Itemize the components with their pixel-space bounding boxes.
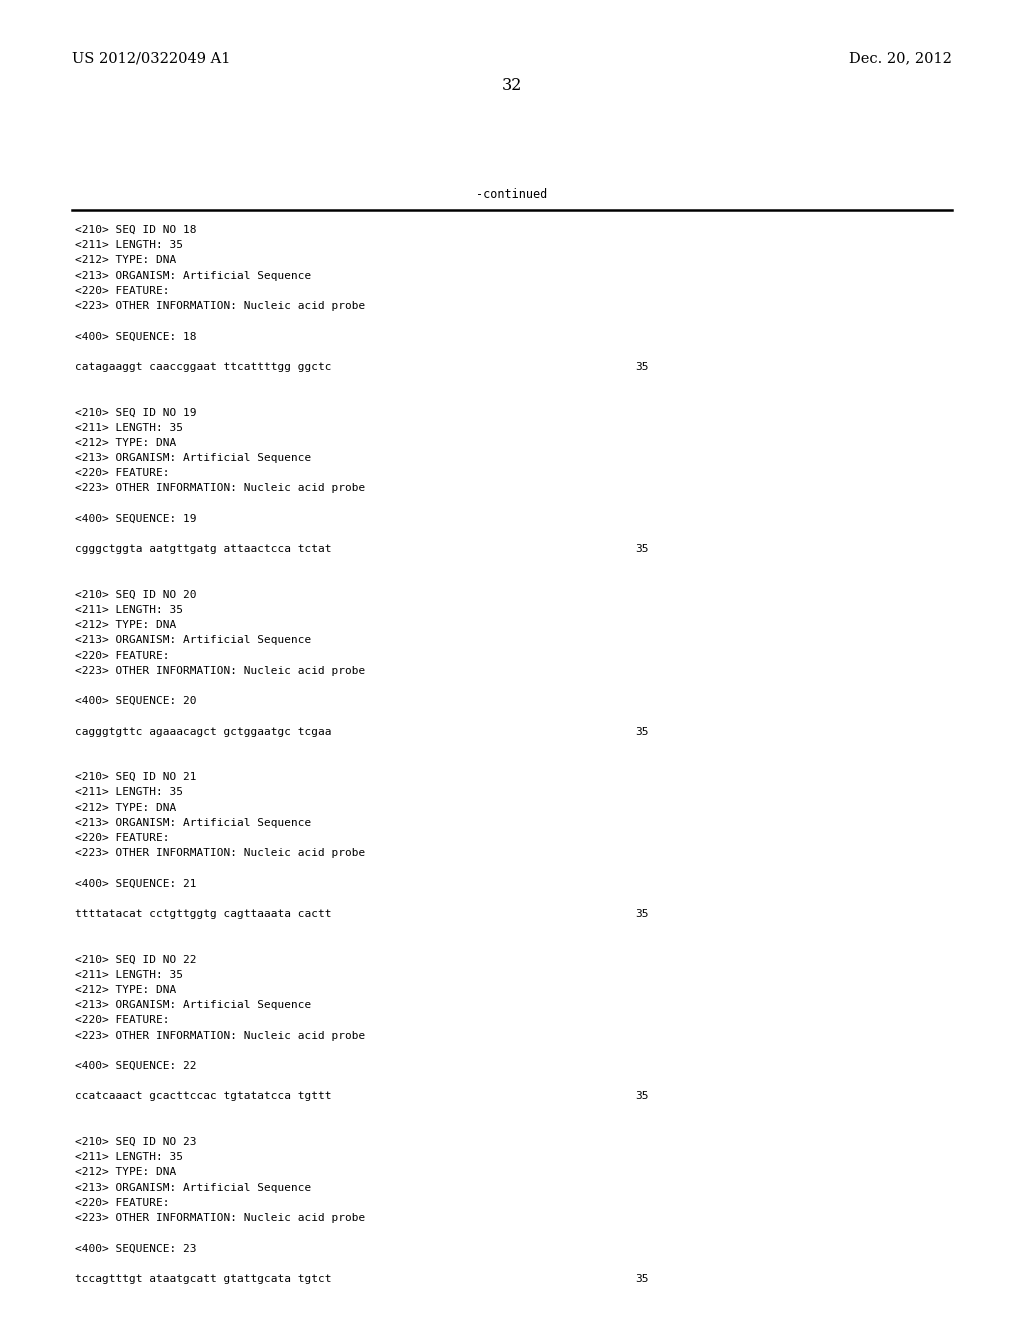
Text: <210> SEQ ID NO 21: <210> SEQ ID NO 21: [75, 772, 197, 783]
Text: <400> SEQUENCE: 20: <400> SEQUENCE: 20: [75, 696, 197, 706]
Text: <211> LENGTH: 35: <211> LENGTH: 35: [75, 1152, 183, 1162]
Text: 35: 35: [635, 544, 648, 554]
Text: <213> ORGANISM: Artificial Sequence: <213> ORGANISM: Artificial Sequence: [75, 453, 311, 463]
Text: <400> SEQUENCE: 22: <400> SEQUENCE: 22: [75, 1061, 197, 1071]
Text: <212> TYPE: DNA: <212> TYPE: DNA: [75, 620, 176, 630]
Text: catagaaggt caaccggaat ttcattttgg ggctc: catagaaggt caaccggaat ttcattttgg ggctc: [75, 362, 332, 372]
Text: 32: 32: [502, 77, 522, 94]
Text: <213> ORGANISM: Artificial Sequence: <213> ORGANISM: Artificial Sequence: [75, 271, 311, 281]
Text: Dec. 20, 2012: Dec. 20, 2012: [849, 51, 952, 65]
Text: <223> OTHER INFORMATION: Nucleic acid probe: <223> OTHER INFORMATION: Nucleic acid pr…: [75, 301, 366, 312]
Text: <211> LENGTH: 35: <211> LENGTH: 35: [75, 605, 183, 615]
Text: ttttatacat cctgttggtg cagttaaata cactt: ttttatacat cctgttggtg cagttaaata cactt: [75, 909, 332, 919]
Text: <223> OTHER INFORMATION: Nucleic acid probe: <223> OTHER INFORMATION: Nucleic acid pr…: [75, 849, 366, 858]
Text: <220> FEATURE:: <220> FEATURE:: [75, 469, 170, 478]
Text: <400> SEQUENCE: 21: <400> SEQUENCE: 21: [75, 879, 197, 888]
Text: <213> ORGANISM: Artificial Sequence: <213> ORGANISM: Artificial Sequence: [75, 635, 311, 645]
Text: 35: 35: [635, 909, 648, 919]
Text: <212> TYPE: DNA: <212> TYPE: DNA: [75, 438, 176, 447]
Text: <213> ORGANISM: Artificial Sequence: <213> ORGANISM: Artificial Sequence: [75, 1183, 311, 1192]
Text: <220> FEATURE:: <220> FEATURE:: [75, 651, 170, 660]
Text: cgggctggta aatgttgatg attaactcca tctat: cgggctggta aatgttgatg attaactcca tctat: [75, 544, 332, 554]
Text: <211> LENGTH: 35: <211> LENGTH: 35: [75, 970, 183, 979]
Text: <223> OTHER INFORMATION: Nucleic acid probe: <223> OTHER INFORMATION: Nucleic acid pr…: [75, 1031, 366, 1040]
Text: <223> OTHER INFORMATION: Nucleic acid probe: <223> OTHER INFORMATION: Nucleic acid pr…: [75, 483, 366, 494]
Text: <210> SEQ ID NO 22: <210> SEQ ID NO 22: [75, 954, 197, 965]
Text: <210> SEQ ID NO 19: <210> SEQ ID NO 19: [75, 408, 197, 417]
Text: <211> LENGTH: 35: <211> LENGTH: 35: [75, 422, 183, 433]
Text: tccagtttgt ataatgcatt gtattgcata tgtct: tccagtttgt ataatgcatt gtattgcata tgtct: [75, 1274, 332, 1284]
Text: 35: 35: [635, 362, 648, 372]
Text: <212> TYPE: DNA: <212> TYPE: DNA: [75, 255, 176, 265]
Text: -continued: -continued: [476, 189, 548, 202]
Text: <212> TYPE: DNA: <212> TYPE: DNA: [75, 985, 176, 995]
Text: <400> SEQUENCE: 19: <400> SEQUENCE: 19: [75, 513, 197, 524]
Text: <223> OTHER INFORMATION: Nucleic acid probe: <223> OTHER INFORMATION: Nucleic acid pr…: [75, 665, 366, 676]
Text: <212> TYPE: DNA: <212> TYPE: DNA: [75, 803, 176, 813]
Text: <400> SEQUENCE: 18: <400> SEQUENCE: 18: [75, 331, 197, 342]
Text: <220> FEATURE:: <220> FEATURE:: [75, 1197, 170, 1208]
Text: <220> FEATURE:: <220> FEATURE:: [75, 286, 170, 296]
Text: ccatcaaact gcacttccac tgtatatcca tgttt: ccatcaaact gcacttccac tgtatatcca tgttt: [75, 1092, 332, 1101]
Text: <210> SEQ ID NO 18: <210> SEQ ID NO 18: [75, 224, 197, 235]
Text: <213> ORGANISM: Artificial Sequence: <213> ORGANISM: Artificial Sequence: [75, 818, 311, 828]
Text: <213> ORGANISM: Artificial Sequence: <213> ORGANISM: Artificial Sequence: [75, 1001, 311, 1010]
Text: <220> FEATURE:: <220> FEATURE:: [75, 833, 170, 843]
Text: <211> LENGTH: 35: <211> LENGTH: 35: [75, 788, 183, 797]
Text: 35: 35: [635, 726, 648, 737]
Text: <210> SEQ ID NO 23: <210> SEQ ID NO 23: [75, 1137, 197, 1147]
Text: 35: 35: [635, 1274, 648, 1284]
Text: <210> SEQ ID NO 20: <210> SEQ ID NO 20: [75, 590, 197, 599]
Text: cagggtgttc agaaacagct gctggaatgc tcgaa: cagggtgttc agaaacagct gctggaatgc tcgaa: [75, 726, 332, 737]
Text: <400> SEQUENCE: 23: <400> SEQUENCE: 23: [75, 1243, 197, 1254]
Text: <223> OTHER INFORMATION: Nucleic acid probe: <223> OTHER INFORMATION: Nucleic acid pr…: [75, 1213, 366, 1224]
Text: <220> FEATURE:: <220> FEATURE:: [75, 1015, 170, 1026]
Text: <212> TYPE: DNA: <212> TYPE: DNA: [75, 1167, 176, 1177]
Text: <211> LENGTH: 35: <211> LENGTH: 35: [75, 240, 183, 251]
Text: US 2012/0322049 A1: US 2012/0322049 A1: [72, 51, 230, 65]
Text: 35: 35: [635, 1092, 648, 1101]
